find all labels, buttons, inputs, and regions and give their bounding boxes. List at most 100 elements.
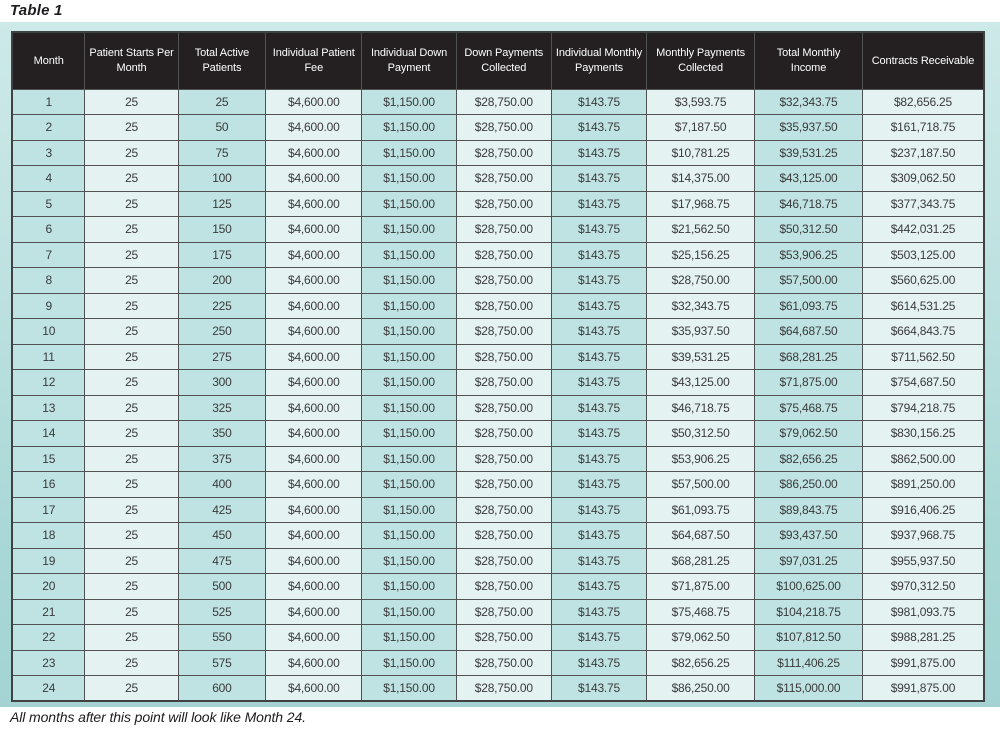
table-cell: $4,600.00 (265, 445, 363, 472)
table-cell: $1,150.00 (361, 88, 457, 115)
table-cell: $955,937.50 (861, 547, 985, 574)
table-cell: 75 (177, 139, 267, 166)
table-cell: $711,562.50 (861, 343, 985, 370)
table-cell: $988,281.25 (861, 624, 985, 651)
table-cell: $82,656.25 (646, 649, 756, 676)
table-cell: $50,312.50 (646, 420, 756, 447)
table-cell: $79,062.50 (646, 624, 756, 651)
header-row: Month Patient Starts Per Month Total Activ… (11, 31, 985, 90)
table-cell: 475 (177, 547, 267, 574)
table-cell: 14 (11, 420, 86, 447)
table-cell: $57,500.00 (754, 267, 863, 294)
table-cell: $28,750.00 (455, 547, 552, 574)
table-cell: $97,031.25 (754, 547, 863, 574)
table-row: 23 25 575 $4,600.00 $1,150.00 $28,750.00 $143.… (11, 649, 985, 676)
table-cell: 275 (177, 343, 267, 370)
table-cell: $39,531.25 (754, 139, 863, 166)
table-cell: 25 (84, 292, 179, 319)
table-cell: 25 (84, 420, 179, 447)
table-cell: $35,937.50 (646, 318, 756, 345)
table-cell: 125 (177, 190, 267, 217)
table-cell: $143.75 (550, 394, 648, 421)
table-cell: 575 (177, 649, 267, 676)
table-cell: $53,906.25 (754, 241, 863, 268)
table-cell: 250 (177, 318, 267, 345)
table-cell: $61,093.75 (754, 292, 863, 319)
footnote: All months after this point will look li… (10, 709, 306, 725)
table-cell: $4,600.00 (265, 292, 363, 319)
table-cell: 1 (11, 88, 86, 115)
table-cell: $1,150.00 (361, 649, 457, 676)
table-cell: $43,125.00 (646, 369, 756, 396)
table-cell: $143.75 (550, 624, 648, 651)
table-cell: 7 (11, 241, 86, 268)
table-cell: $4,600.00 (265, 547, 363, 574)
table-cell: $4,600.00 (265, 598, 363, 625)
table-cell: $32,343.75 (646, 292, 756, 319)
table-cell: 4 (11, 165, 86, 192)
table-cell: 10 (11, 318, 86, 345)
table-cell: $560,625.00 (861, 267, 985, 294)
table-cell: $237,187.50 (861, 139, 985, 166)
column-header: Individual Down Payment (361, 31, 457, 90)
column-header: Down Payments Collected (455, 31, 552, 90)
table-cell: 25 (84, 522, 179, 549)
table-cell: $1,150.00 (361, 496, 457, 523)
table-cell: $28,750.00 (455, 522, 552, 549)
table-cell: $1,150.00 (361, 343, 457, 370)
table-cell: $830,156.25 (861, 420, 985, 447)
table-cell: $28,750.00 (455, 675, 552, 702)
table-row: 13 25 325 $4,600.00 $1,150.00 $28,750.00 $143.… (11, 394, 985, 421)
table-cell: $143.75 (550, 292, 648, 319)
table-row: 10 25 250 $4,600.00 $1,150.00 $28,750.00 $143.… (11, 318, 985, 345)
table-cell: $1,150.00 (361, 394, 457, 421)
table-row: 1 25 25 $4,600.00 $1,150.00 $28,750.00 $143.75… (11, 88, 985, 115)
table-cell: $100,625.00 (754, 573, 863, 600)
table-cell: $4,600.00 (265, 522, 363, 549)
table-cell: 11 (11, 343, 86, 370)
table-cell: 425 (177, 496, 267, 523)
table-cell: $28,750.00 (455, 241, 552, 268)
table-cell: 16 (11, 471, 86, 498)
table-cell: $4,600.00 (265, 471, 363, 498)
table-cell: $46,718.75 (754, 190, 863, 217)
table-cell: 375 (177, 445, 267, 472)
column-header: Patient Starts Per Month (84, 31, 179, 90)
table-cell: 400 (177, 471, 267, 498)
table-cell: 25 (84, 547, 179, 574)
table-cell: $143.75 (550, 267, 648, 294)
table-cell: 25 (84, 216, 179, 243)
table-cell: $1,150.00 (361, 318, 457, 345)
table-cell: 25 (84, 394, 179, 421)
table-cell: $28,750.00 (455, 114, 552, 141)
table-cell: $1,150.00 (361, 624, 457, 651)
table-cell: $143.75 (550, 241, 648, 268)
table-cell: $4,600.00 (265, 369, 363, 396)
table-cell: 25 (177, 88, 267, 115)
table-cell: $32,343.75 (754, 88, 863, 115)
table-cell: 525 (177, 598, 267, 625)
table-cell: $93,437.50 (754, 522, 863, 549)
table-cell: $115,000.00 (754, 675, 863, 702)
page-title: Table 1 (10, 2, 63, 19)
table-cell: $143.75 (550, 318, 648, 345)
table-cell: $4,600.00 (265, 190, 363, 217)
table-cell: $754,687.50 (861, 369, 985, 396)
table-cell: $143.75 (550, 471, 648, 498)
table-cell: $377,343.75 (861, 190, 985, 217)
table-cell: $1,150.00 (361, 547, 457, 574)
table-cell: 19 (11, 547, 86, 574)
column-header: Monthly Payments Collected (646, 31, 756, 90)
table-row: 20 25 500 $4,600.00 $1,150.00 $28,750.00 $143.… (11, 573, 985, 600)
table-cell: $4,600.00 (265, 318, 363, 345)
table-cell: $1,150.00 (361, 216, 457, 243)
table-cell: $1,150.00 (361, 573, 457, 600)
table-cell: $14,375.00 (646, 165, 756, 192)
column-header: Total Active Patients (177, 31, 267, 90)
table-cell: $28,750.00 (455, 343, 552, 370)
column-header: Individual Monthly Payments (550, 31, 648, 90)
table-cell: $309,062.50 (861, 165, 985, 192)
table-cell: $28,750.00 (455, 139, 552, 166)
table-cell: $1,150.00 (361, 598, 457, 625)
table-cell: $28,750.00 (455, 369, 552, 396)
